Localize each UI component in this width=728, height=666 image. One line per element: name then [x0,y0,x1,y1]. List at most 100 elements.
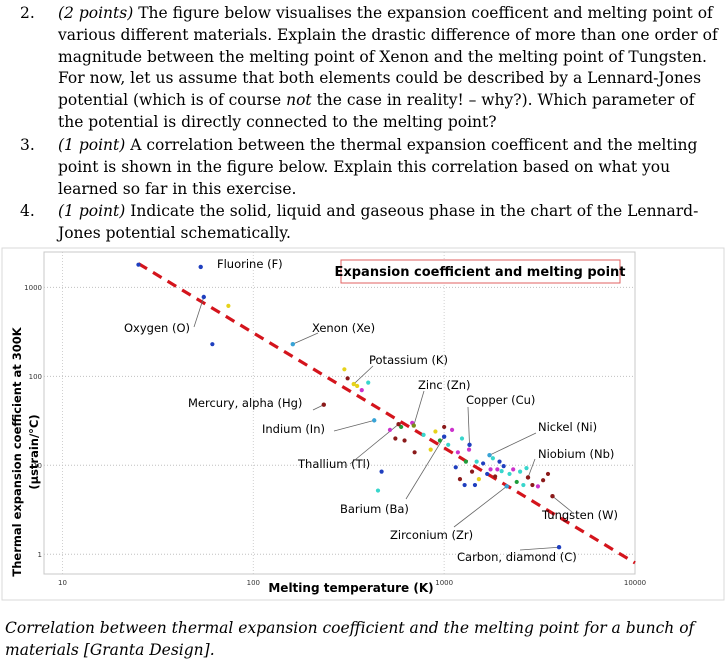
data-point [488,467,493,472]
trend-line [137,262,636,565]
leader-line [527,458,536,478]
y-axis-label: Thermal expansion coefficient at 300K [10,326,24,576]
point-label: Tungsten (W) [541,508,618,522]
point-label: Oxygen (O) [124,321,190,335]
x-axis-label: Melting temperature (K) [268,581,433,595]
point-label: Mercury, alpha (Hg) [188,396,302,410]
data-point [545,471,551,477]
question-points: (1 point) [58,202,126,220]
data-point [342,367,347,372]
leader-line [193,296,205,328]
data-point [387,427,393,433]
question-number: 4. [20,202,35,220]
data-point [437,438,443,443]
plot-area [43,251,636,575]
data-point [495,467,500,472]
labeled-data-point [411,423,416,428]
labeled-data-point [321,402,326,407]
data-point [433,429,438,434]
labeled-data-point [396,421,401,427]
leader-line [489,432,537,456]
data-point [442,424,447,430]
labeled-data-point [487,452,492,458]
question-text: (2 points) The figure below visualises t… [58,3,723,134]
question-number: 2. [20,4,35,22]
data-point [497,459,502,464]
point-label: Zirconium (Zr) [390,528,473,542]
labeled-data-point [504,484,509,489]
question-body: Indicate the solid, liquid and gaseous p… [58,202,699,242]
leader-line [405,436,445,500]
labeled-data-point [550,493,555,499]
point-label: Zinc (Zn) [418,378,470,392]
leader-line [519,546,560,551]
data-point [355,383,360,389]
data-point [507,471,512,477]
x-tick-label: 10 [58,579,67,587]
y-tick-label: 1000 [24,284,42,292]
question-text: (1 point) A correlation between the ther… [58,135,723,200]
data-point [469,469,475,474]
labeled-data-point [201,294,206,300]
data-point [457,476,463,482]
question-body-end: the case in reality! – why?). Which para… [58,91,695,131]
point-label: Fluorine (F) [217,257,283,271]
x-tick-label: 100 [247,579,260,587]
data-point [521,482,526,488]
labeled-data-point [556,545,562,550]
data-point [379,469,384,474]
data-point [412,450,417,455]
data-point [530,482,535,488]
labeled-data-point [441,434,447,439]
data-point [535,484,541,489]
tick-labels: 10 100 1000 10000 1 10 100 1000 [24,284,646,587]
leader-line [353,365,374,385]
chart-title-box [340,259,621,284]
leader-line [467,406,470,445]
point-label: Potassium (K) [369,353,448,367]
data-point [499,469,504,474]
data-point [514,479,519,485]
data-point [476,476,481,482]
data-point [210,342,215,347]
data-point [485,471,490,477]
leader-line [453,486,507,528]
expansion-melting-chart: 10 100 1000 10000 1 10 100 1000 Fluorine (F) Oxy… [1,247,725,601]
data-point [399,424,404,430]
y-tick-label: 100 [29,373,42,381]
data-points [136,262,562,550]
point-label: Xenon (Xe) [312,321,375,335]
question-4: 4. (1 point) Indicate the solid, liquid … [20,201,720,245]
grid [44,252,636,574]
data-point [541,478,546,483]
data-point [453,465,458,470]
labeled-data-point [290,341,295,347]
data-point [493,474,498,479]
data-point [463,459,469,464]
data-point [524,466,529,471]
data-point [466,447,472,452]
data-point [366,380,371,385]
point-label: Nickel (Ni) [538,420,597,434]
data-point [455,450,460,455]
question-3: 3. (1 point) A correlation between the t… [20,135,720,201]
data-point [472,482,478,488]
data-point [402,438,407,443]
point-label: Carbon, diamond (C) [457,550,577,564]
question-text: (1 point) Indicate the solid, liquid and… [58,201,723,245]
data-point [449,427,455,433]
question-body: A correlation between the thermal expans… [58,136,698,198]
question-2: 2. (2 points) The figure below visualise… [20,3,720,135]
data-point [375,488,381,493]
point-label: Copper (Cu) [466,393,535,407]
data-point [359,388,364,393]
data-point [518,469,523,474]
question-number: 3. [20,136,35,154]
data-point [345,376,350,381]
point-label: Barium (Ba) [340,502,409,516]
x-tick-label: 10000 [624,579,646,587]
data-point [462,482,467,488]
point-labels: Fluorine (F) Oxygen (O) Xenon (Xe) Potassiu… [124,257,618,564]
data-point [481,461,486,466]
y-axis-unit: (µstrain/°C) [27,414,41,489]
